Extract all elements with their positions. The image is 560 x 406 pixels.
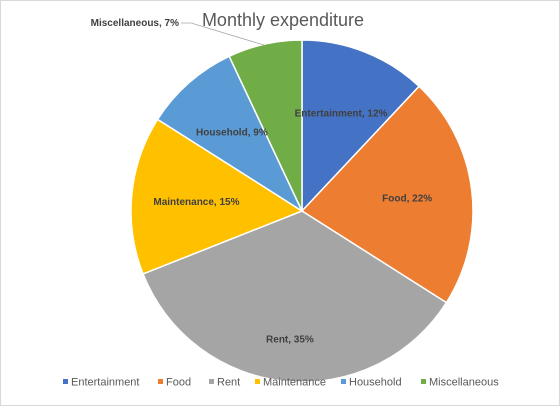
legend-label-food: Food xyxy=(166,377,191,389)
legend-swatch-household xyxy=(341,379,346,384)
data-label-rent: Rent, 35% xyxy=(266,335,314,346)
pie-slice-entertainment xyxy=(301,39,421,213)
legend: Entertainment Food Rent Maintenance Househol… xyxy=(63,377,499,389)
pie-slice-miscellaneous xyxy=(228,39,303,212)
pie-slice-maintenance xyxy=(130,118,304,275)
data-label-food: Food, 22% xyxy=(382,194,432,205)
legend-item-rent: Rent xyxy=(209,377,240,389)
pie-slice-rent xyxy=(142,210,448,383)
legend-item-maintenance: Maintenance xyxy=(255,377,326,389)
legend-label-rent: Rent xyxy=(217,377,240,389)
legend-swatch-rent xyxy=(209,379,214,384)
data-label-maintenance: Maintenance, 15% xyxy=(153,197,239,208)
legend-label-entertainment: Entertainment xyxy=(71,377,139,389)
data-label-household: Household, 9% xyxy=(196,127,268,138)
legend-item-miscellaneous: Miscellaneous xyxy=(421,377,499,389)
pie-slice-food xyxy=(300,85,474,304)
legend-swatch-maintenance xyxy=(255,379,260,384)
legend-item-household: Household xyxy=(341,377,402,389)
pie-slices xyxy=(130,39,474,383)
slice-labels: Entertainment, 12% Food, 22% Rent, 35% Main… xyxy=(91,18,433,346)
legend-item-food: Food xyxy=(158,377,191,389)
data-label-miscellaneous: Miscellaneous, 7% xyxy=(91,18,179,29)
pie-slice-household xyxy=(156,55,304,214)
chart-title: Monthly expenditure xyxy=(202,10,364,30)
legend-item-entertainment: Entertainment xyxy=(63,377,139,389)
leader-line-miscellaneous xyxy=(181,22,265,46)
legend-swatch-miscellaneous xyxy=(421,379,426,384)
legend-swatch-entertainment xyxy=(63,379,68,384)
legend-label-household: Household xyxy=(349,377,402,389)
legend-swatch-food xyxy=(158,379,163,384)
data-label-entertainment: Entertainment, 12% xyxy=(295,108,388,119)
legend-label-miscellaneous: Miscellaneous xyxy=(429,377,499,389)
legend-label-maintenance: Maintenance xyxy=(263,377,326,389)
